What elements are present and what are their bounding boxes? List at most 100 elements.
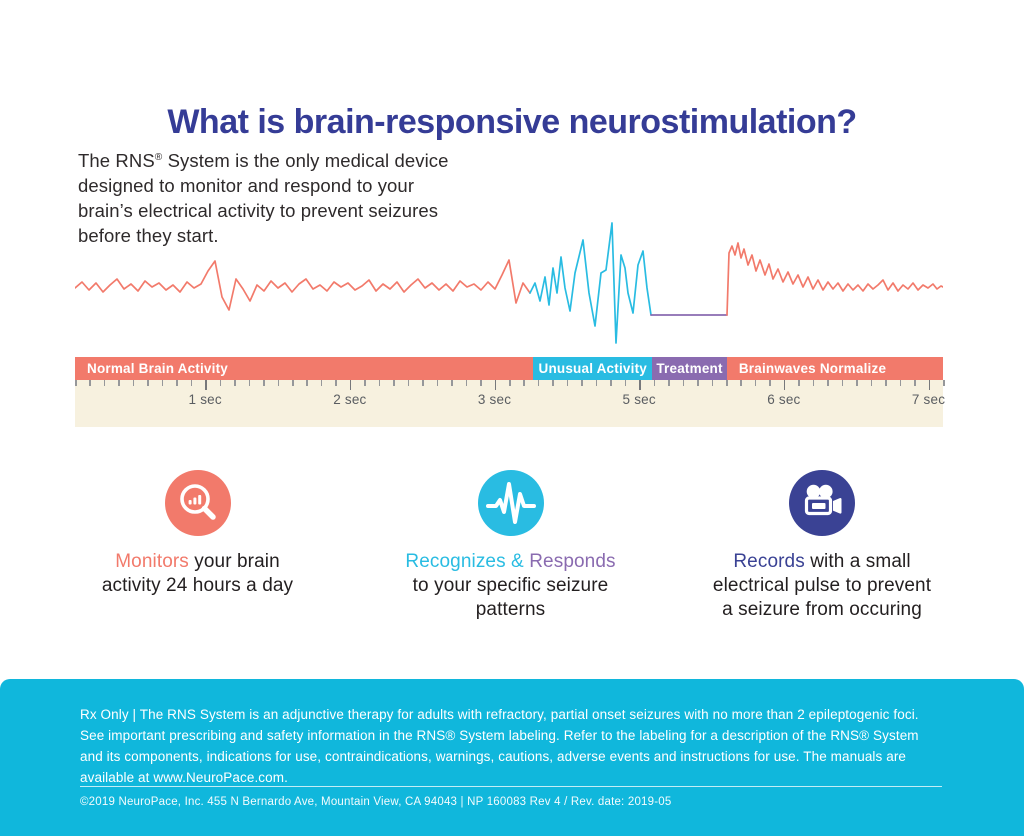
text-line: before they start.: [78, 225, 219, 246]
ruler-tick: [436, 380, 439, 386]
ruler-tick: [378, 380, 381, 386]
text-line: Recognizes & Responds: [405, 551, 616, 572]
footer-band: Rx Only | The RNS System is an adjunctiv…: [0, 679, 1024, 836]
ruler-tick: [769, 380, 771, 386]
waveform-unusual-activity: [529, 222, 652, 344]
footer-divider: [80, 786, 942, 787]
timeline-segment: Unusual Activity: [533, 357, 653, 380]
ruler-tick: [566, 380, 569, 386]
ruler-tick: [798, 380, 800, 386]
text-line: to your specific seizure: [412, 575, 609, 596]
ruler-tick: [277, 380, 280, 386]
ruler-tick: [407, 380, 410, 386]
ruler-tick: [205, 380, 207, 390]
ruler-tick: [856, 380, 858, 386]
ruler-tick: [885, 380, 887, 386]
ruler-tick: [740, 380, 742, 386]
monitors-caption: Monitors your brain activity 24 hours a d…: [70, 550, 325, 598]
pulse-waveform-icon: [485, 482, 536, 524]
ruler-tick: [682, 380, 685, 386]
feature-monitors: Monitors your brain activity 24 hours a d…: [70, 470, 325, 598]
ruler-tick: [914, 380, 916, 386]
ruler-tick: [552, 380, 554, 386]
ruler-label: 3 sec: [477, 392, 512, 407]
phase-timeline-bar: Normal Brain Activity Unusual Activity Tre…: [75, 357, 943, 380]
ruler-tick: [624, 380, 627, 386]
ruler-label: 5 sec: [622, 392, 656, 407]
text-line: activity 24 hours a day: [101, 575, 294, 596]
text-line: designed to monitor and respond to your: [78, 175, 415, 196]
ruler-tick: [523, 380, 525, 386]
timeline-segment: Brainwaves Normalize: [726, 357, 943, 380]
ruler-label: 2 sec: [333, 392, 367, 407]
ruler-tick: [610, 380, 612, 386]
ruler-label: 7 sec: [911, 392, 946, 407]
ruler-tick: [349, 380, 352, 390]
ruler-tick: [754, 380, 757, 386]
ruler-tick: [480, 380, 482, 386]
ruler-tick: [581, 380, 583, 386]
intro-paragraph: The RNS® System is the only medical devi…: [78, 148, 518, 248]
ruler-tick: [451, 380, 453, 386]
ruler-tick: [827, 380, 829, 386]
text-line: Records with a small: [733, 551, 911, 572]
text-line: brain’s electrical activity to prevent s…: [78, 200, 439, 221]
ruler-tick: [234, 380, 236, 386]
ruler-tick: [537, 380, 540, 386]
ruler-tick: [89, 380, 91, 386]
ruler-tick: [494, 380, 497, 390]
ruler-tick: [147, 380, 149, 386]
records-caption: Records with a small electrical pulse to …: [674, 550, 970, 622]
magnifier-chart-icon: [179, 484, 216, 520]
copyright-line: ©2019 NeuroPace, Inc. 455 N Bernardo Ave…: [80, 796, 672, 808]
ruler-tick: [103, 380, 106, 386]
ruler-tick: [668, 380, 670, 386]
regulatory-text-line: and its components, indications for use,…: [80, 749, 907, 764]
text-line: The RNS® System is the only medical devi…: [78, 150, 449, 171]
ruler-tick: [639, 380, 641, 390]
ruler-tick: [219, 380, 222, 386]
ruler-tick: [292, 380, 294, 386]
timeline-segment: Treatment: [652, 357, 727, 380]
ruler-tick: [263, 380, 265, 386]
ruler-tick: [726, 380, 728, 386]
timeline-segment: Normal Brain Activity: [75, 357, 534, 380]
ruler-tick: [899, 380, 902, 386]
ruler-tick: [335, 380, 337, 386]
regulatory-text-line: Rx Only | The RNS System is an adjunctiv…: [80, 707, 919, 722]
ruler-tick: [176, 380, 178, 386]
recognizes-caption: Recognizes & Responds to your specific se…: [383, 550, 638, 622]
video-camera-icon: [804, 484, 842, 516]
ruler-tick: [653, 380, 656, 386]
waveform-normal-brain-activity: [75, 259, 531, 311]
text-line: Monitors your brain: [115, 551, 280, 572]
regulatory-text: Rx Only | The RNS System is an adjunctiv…: [80, 704, 952, 788]
monitors-icon-circle: [164, 470, 231, 536]
regulatory-text-line: See important prescribing and safety inf…: [80, 728, 919, 743]
ruler-tick: [320, 380, 323, 386]
brain-activity-waveform-chart: [75, 213, 943, 355]
ruler-tick: [306, 380, 308, 386]
text-line: a seizure from occuring: [722, 599, 922, 620]
feature-recognizes-responds: Recognizes & Responds to your specific se…: [383, 470, 638, 622]
text-line: patterns: [475, 599, 546, 620]
recognizes-icon-circle: [477, 470, 544, 536]
ruler-tick: [841, 380, 844, 386]
ruler-tick: [812, 380, 815, 386]
ruler-tick: [248, 380, 251, 386]
ruler-tick: [465, 380, 468, 386]
ruler-label: 1 sec: [188, 392, 222, 407]
ruler-tick: [75, 380, 77, 386]
ruler-tick: [161, 380, 164, 386]
ruler-tick: [783, 380, 786, 390]
ruler-tick: [118, 380, 120, 386]
ruler-tick: [928, 380, 931, 390]
ruler-label: 6 sec: [767, 392, 801, 407]
ruler-tick: [190, 380, 193, 386]
text-line: electrical pulse to prevent: [712, 575, 932, 596]
ruler-tick: [595, 380, 598, 386]
feature-records: Records with a small electrical pulse to …: [674, 470, 970, 622]
page-title: What is brain-responsive neurostimulatio…: [167, 102, 857, 141]
ruler-tick: [393, 380, 395, 386]
